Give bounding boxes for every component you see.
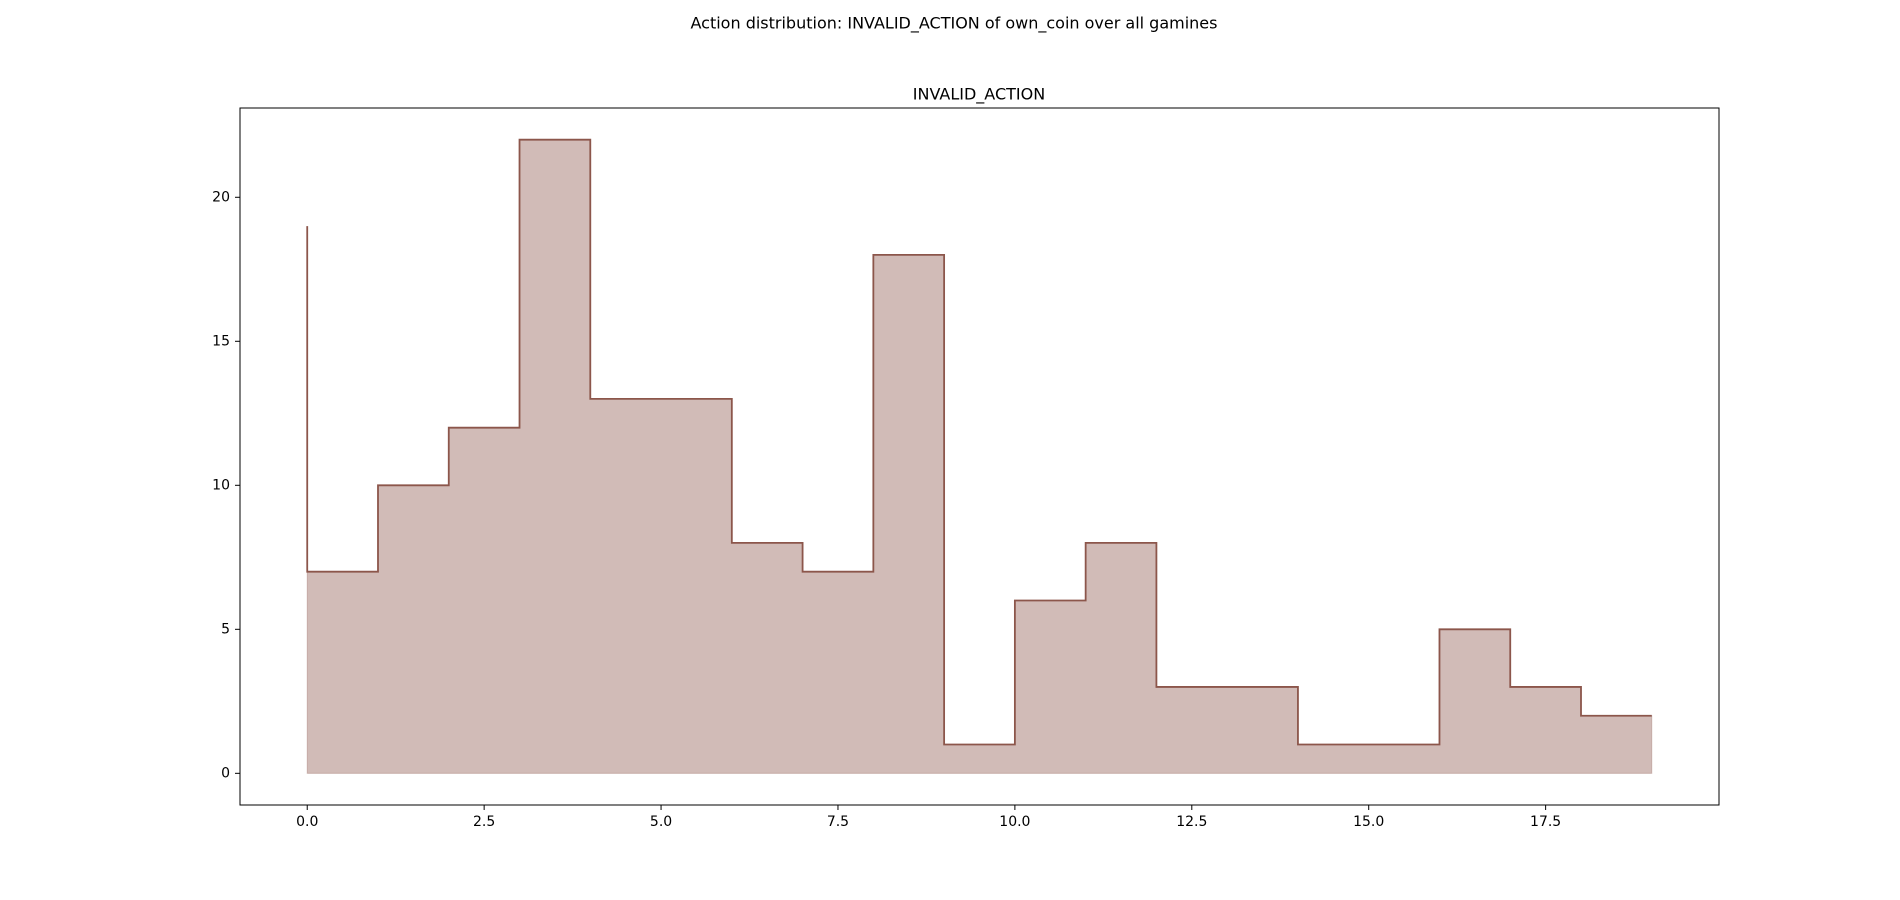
x-tick-label: 15.0 xyxy=(1353,814,1384,830)
step-area xyxy=(306,139,1653,774)
x-tick-label: 10.0 xyxy=(999,814,1030,830)
x-tick-label: 0.0 xyxy=(296,814,318,830)
y-tick-label: 20 xyxy=(212,189,230,205)
y-tick-label: 5 xyxy=(221,621,230,637)
chart-title: INVALID_ACTION xyxy=(913,85,1045,105)
suptitle: Action distribution: INVALID_ACTION of o… xyxy=(691,14,1218,34)
x-tick-label: 5.0 xyxy=(650,814,672,830)
x-tick-label: 12.5 xyxy=(1176,814,1207,830)
x-tick-label: 17.5 xyxy=(1530,814,1561,830)
x-tick-label: 2.5 xyxy=(473,814,495,830)
y-tick-label: 10 xyxy=(212,477,230,493)
step-line xyxy=(306,138,1652,746)
plot-frame xyxy=(239,107,1720,806)
y-tick-label: 0 xyxy=(221,765,230,781)
y-tick-label: 15 xyxy=(212,333,230,349)
x-tick-label: 7.5 xyxy=(827,814,849,830)
